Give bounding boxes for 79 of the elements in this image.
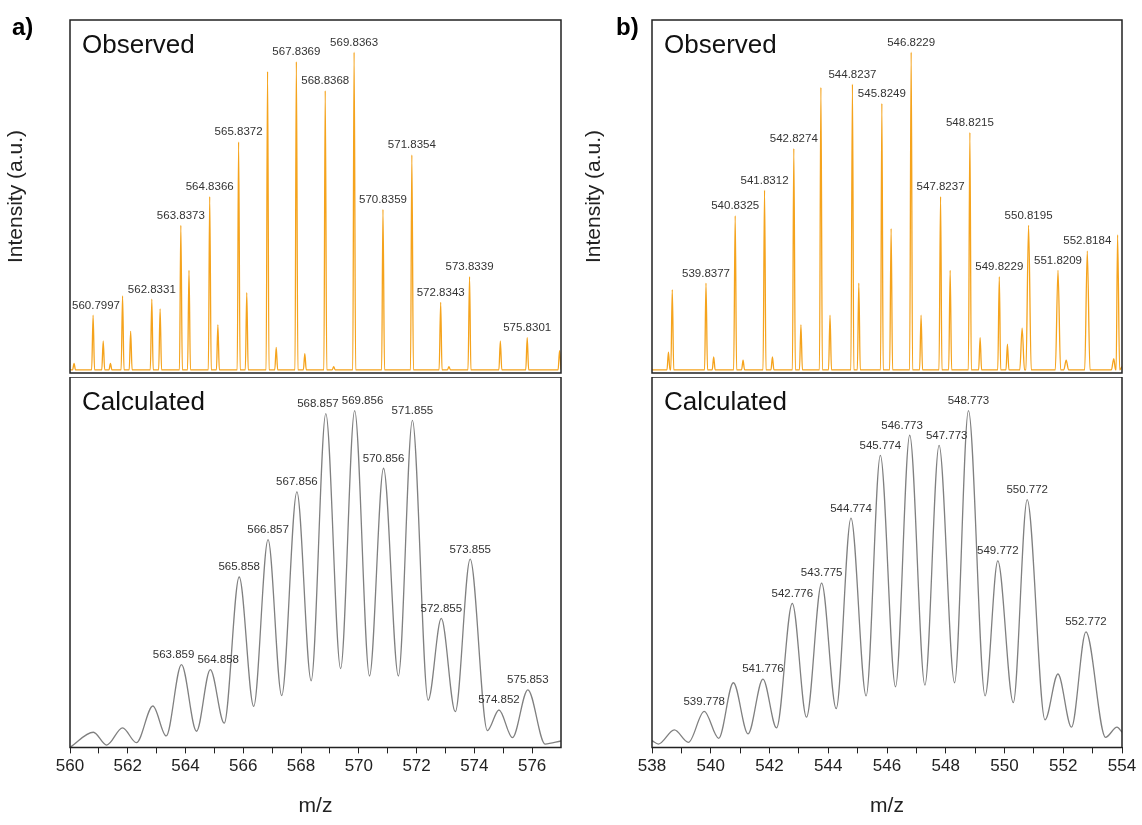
annotation: 539.778 xyxy=(683,694,726,707)
x-tick-label: 576 xyxy=(517,756,547,776)
annotation: 562.8331 xyxy=(127,282,176,295)
annotation: 546.773 xyxy=(881,418,923,431)
x-tick-label: 572 xyxy=(402,756,431,776)
annotation: 542.8274 xyxy=(769,131,819,144)
annotation: 569.856 xyxy=(341,394,384,407)
x-tick-label: 554 xyxy=(1107,756,1137,776)
annotation: 546.8229 xyxy=(887,35,936,48)
annotation: 575.8301 xyxy=(503,321,552,334)
annotation: 548.773 xyxy=(947,394,990,407)
x-tick-label: 540 xyxy=(696,756,725,776)
x-tick-label: 542 xyxy=(755,756,784,776)
y-axis-title: Intensity (a.u.) xyxy=(581,129,605,264)
annotation: 567.856 xyxy=(276,475,318,488)
annotation: 541.776 xyxy=(742,662,784,675)
annotation: 572.855 xyxy=(420,601,463,614)
annotation: 570.856 xyxy=(362,451,405,464)
annotation: 542.776 xyxy=(771,586,814,599)
annotation: 571.855 xyxy=(391,403,434,416)
annotation: 571.8354 xyxy=(387,138,437,151)
annotation: 548.8215 xyxy=(945,115,994,128)
x-tick-label: 546 xyxy=(872,756,902,776)
annotation: 564.8366 xyxy=(185,179,234,192)
x-tick-label: 574 xyxy=(460,756,489,776)
x-tick-label: 550 xyxy=(990,756,1019,776)
annotation: 543.775 xyxy=(800,566,843,579)
x-tick-label: 560 xyxy=(55,756,85,776)
annotation: 539.8377 xyxy=(682,266,730,279)
text: a) xyxy=(12,13,34,41)
annotation: 566.857 xyxy=(247,523,289,536)
annotation: 574.852 xyxy=(478,693,520,706)
annotation: 575.853 xyxy=(507,673,549,686)
annotation: 552.8184 xyxy=(1063,234,1112,247)
annotation: 572.8343 xyxy=(416,285,465,298)
x-tick-label: 564 xyxy=(171,756,200,776)
annotation: 541.8312 xyxy=(740,173,789,186)
x-tick-label: 568 xyxy=(286,756,316,776)
annotation: 565.8372 xyxy=(214,125,263,138)
x-axis-title: m/z xyxy=(870,793,904,817)
annotation: 551.8209 xyxy=(1034,253,1082,266)
annotation: 568.8368 xyxy=(301,74,350,87)
annotation: 564.858 xyxy=(197,653,239,666)
annotation: 560.7997 xyxy=(72,298,120,311)
annotation: 552.772 xyxy=(1065,615,1107,628)
chart-title: Observed xyxy=(664,29,777,59)
x-axis-title: m/z xyxy=(298,793,333,817)
annotation: 550.772 xyxy=(1006,482,1048,495)
annotation: 563.859 xyxy=(152,647,195,660)
x-tick-label: 548 xyxy=(931,756,960,776)
annotation: 544.8237 xyxy=(828,67,877,80)
x-tick-label: 538 xyxy=(637,756,667,776)
x-tick-label: 544 xyxy=(814,756,843,776)
annotation: 547.8237 xyxy=(916,179,965,192)
chart-title: Calculated xyxy=(82,386,205,416)
annotation: 547.773 xyxy=(925,428,968,441)
chart-title: Calculated xyxy=(664,386,787,416)
annotation: 563.8373 xyxy=(156,208,205,221)
x-tick-label: 570 xyxy=(344,756,374,776)
annotation: 544.774 xyxy=(830,501,873,514)
annotation: 570.8359 xyxy=(358,192,407,205)
annotation: 565.858 xyxy=(218,560,260,573)
text: b) xyxy=(616,13,639,41)
annotation: 568.857 xyxy=(297,397,339,410)
chart-title: Observed xyxy=(82,29,195,59)
x-tick-label: 552 xyxy=(1049,756,1078,776)
annotation: 545.774 xyxy=(859,438,902,451)
annotation: 549.772 xyxy=(977,544,1019,557)
annotation: 540.8325 xyxy=(711,199,760,212)
annotation: 569.8363 xyxy=(330,35,379,48)
annotation: 545.8249 xyxy=(857,86,906,99)
annotation: 567.8369 xyxy=(272,45,321,58)
x-tick-label: 566 xyxy=(229,756,258,776)
annotation: 550.8195 xyxy=(1004,208,1053,221)
annotation: 549.8229 xyxy=(975,260,1024,273)
annotation: 573.8339 xyxy=(445,260,494,273)
annotation: 573.855 xyxy=(449,542,491,555)
x-tick-label: 562 xyxy=(113,756,142,776)
y-axis-title: Intensity (a.u.) xyxy=(3,129,27,264)
